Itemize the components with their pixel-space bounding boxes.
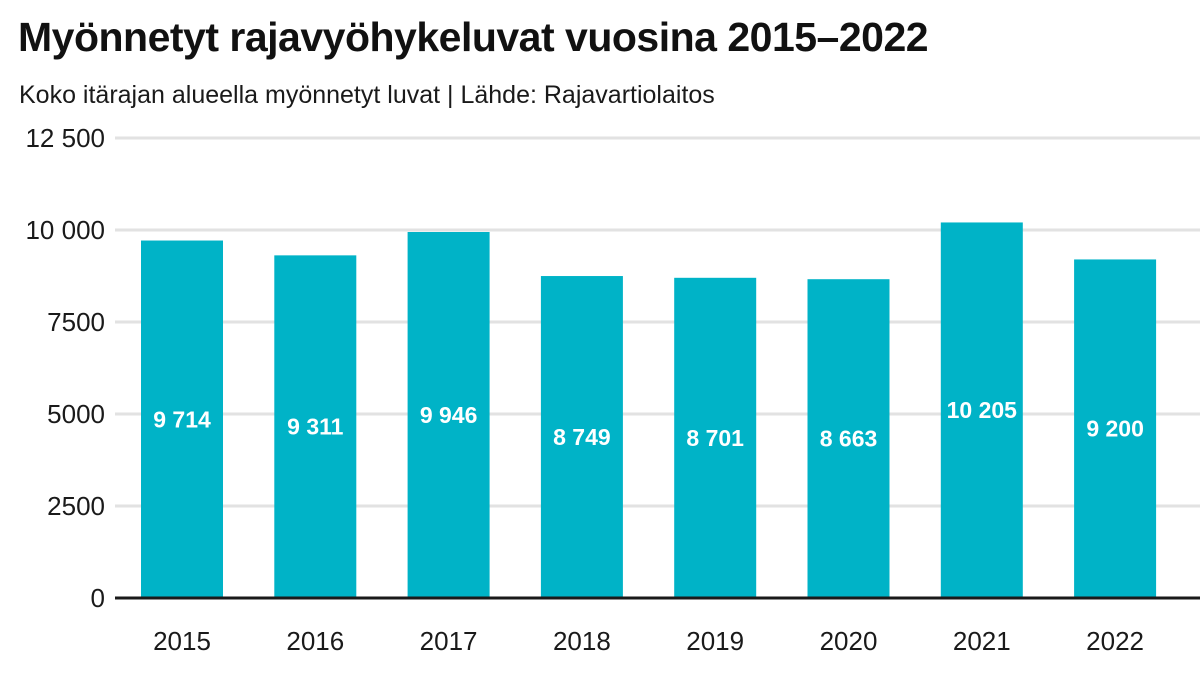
x-tick-label: 2017 [420,626,478,656]
bar-2019 [674,277,757,598]
x-tick-label: 2015 [153,626,211,656]
bar-2020 [807,279,890,598]
y-tick-label: 2500 [47,491,105,521]
x-tick-label: 2018 [553,626,611,656]
bar-value-label: 8 701 [686,425,744,451]
x-tick-label: 2022 [1086,626,1144,656]
bar-value-label: 8 749 [553,424,611,450]
bar-value-label: 9 714 [153,406,211,432]
bar-2022 [1074,259,1157,598]
bar-value-label: 8 663 [820,426,878,452]
y-tick-label: 5000 [47,399,105,429]
bars [141,222,1157,599]
bar-2017 [407,231,490,599]
bar-value-labels: 9 714 9 311 9 946 8 749 8 701 8 663 10 205 9 20… [153,397,1144,451]
x-tick-label: 2016 [286,626,344,656]
x-tick-label: 2021 [953,626,1011,656]
y-tick-label: 7500 [47,307,105,337]
bar-2018 [540,276,623,598]
chart-title: Myönnetyt rajavyöhykeluvat vuosina 2015–… [18,14,929,60]
y-axis-tick-labels: 0 2500 5000 7500 10 000 12 500 [25,123,105,613]
bar-value-label: 9 946 [420,402,478,428]
bar-value-label: 9 311 [287,414,343,440]
bar-2015 [141,240,223,599]
bar-value-label: 10 205 [947,397,1018,423]
x-tick-label: 2019 [686,626,744,656]
chart-subtitle: Koko itärajan alueella myönnetyt luvat |… [19,81,715,109]
y-tick-label: 10 000 [25,215,105,245]
y-tick-label: 12 500 [25,123,105,153]
bar-2021 [940,222,1023,598]
bar-value-label: 9 200 [1086,416,1144,442]
bar-2016 [274,255,357,598]
y-tick-label: 0 [91,583,105,613]
x-tick-label: 2020 [820,626,878,656]
x-axis-tick-labels: 2015 2016 2017 2018 2019 2020 2021 2022 [153,626,1144,656]
